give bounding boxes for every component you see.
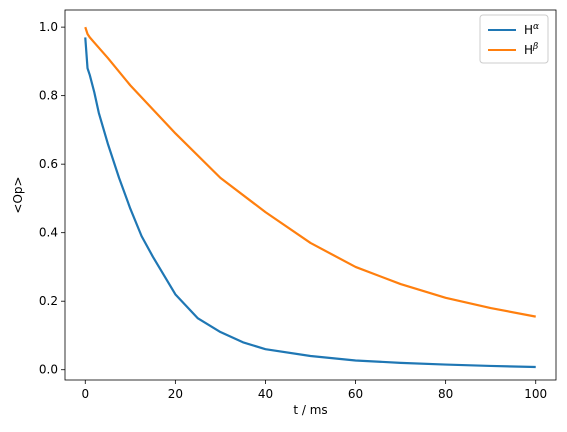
y-axis-ticks: 0.0 0.2 0.4 0.6 0.8 1.0: [39, 20, 65, 377]
y-tick-label: 0.4: [39, 226, 58, 240]
x-tick-label: 60: [348, 387, 363, 401]
x-tick-label: 100: [524, 387, 547, 401]
x-axis-label: t / ms: [293, 403, 327, 417]
plot-lines: [84, 26, 536, 369]
y-tick-label: 1.0: [39, 20, 58, 34]
x-tick-label: 40: [258, 387, 273, 401]
y-tick-label: 0.0: [39, 363, 58, 377]
y-axis-label: <Op>: [11, 176, 25, 213]
x-tick-label: 20: [168, 387, 183, 401]
x-tick-label: 0: [81, 387, 89, 401]
series-line-2: [84, 26, 536, 318]
y-tick-label: 0.2: [39, 294, 58, 308]
x-axis-ticks: 0 20 40 60 80 100: [81, 380, 547, 401]
x-tick-label: 80: [438, 387, 453, 401]
plot-frame: [64, 9, 557, 381]
y-tick-label: 0.6: [39, 157, 58, 171]
y-tick-label: 0.8: [39, 89, 58, 103]
series-line-1: [84, 37, 536, 369]
